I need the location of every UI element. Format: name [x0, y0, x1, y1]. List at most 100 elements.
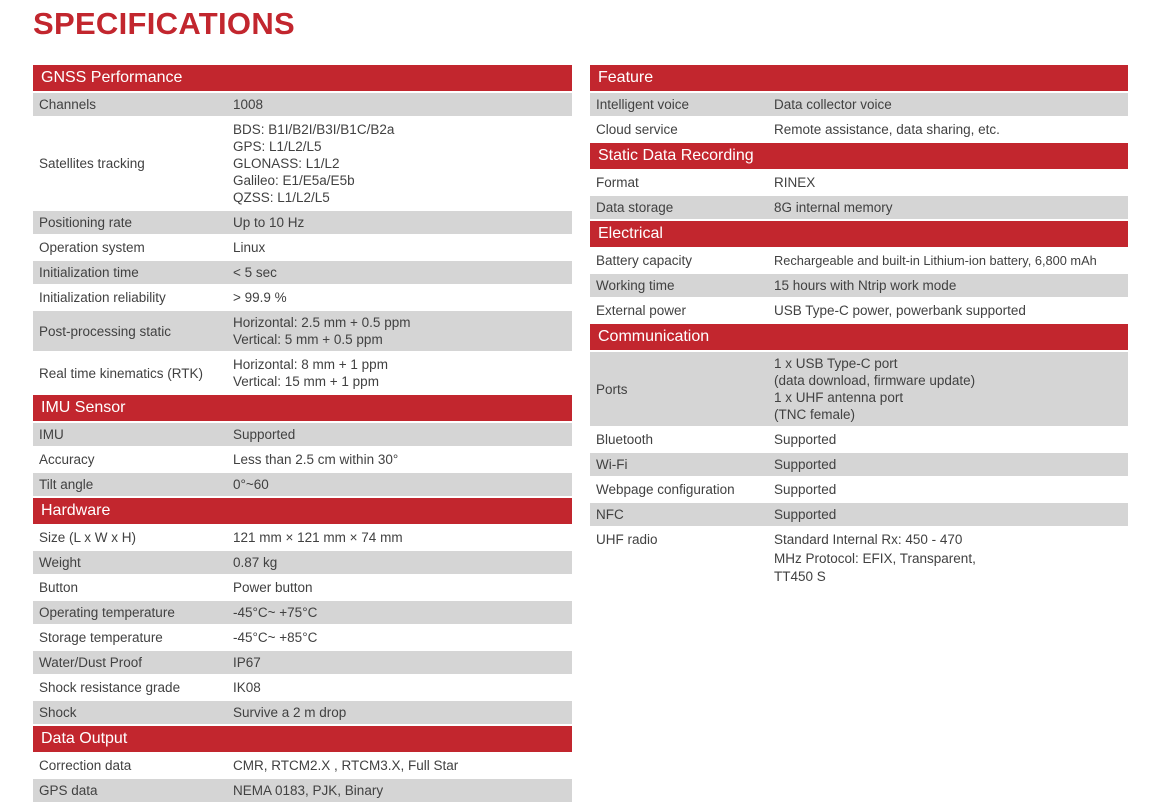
spec-label: Wi-Fi	[596, 457, 628, 472]
spec-value: Horizontal: 8 mm + 1 ppm Vertical: 15 mm…	[233, 357, 388, 389]
spec-value: IP67	[233, 655, 261, 670]
row-initialization-time: Initialization time < 5 sec	[33, 261, 572, 284]
spec-value: 0°~60	[233, 477, 269, 492]
spec-label: Channels	[39, 97, 97, 112]
spec-value: RINEX	[774, 175, 816, 190]
row-post-processing-static: Post-processing static Horizontal: 2.5 m…	[33, 311, 572, 351]
row-external-power: External power USB Type-C power, powerba…	[590, 299, 1128, 322]
row-gps-data: GPS data NEMA 0183, PJK, Binary	[33, 779, 572, 802]
spec-value: Data collector voice	[774, 97, 892, 112]
row-cloud-service: Cloud service Remote assistance, data sh…	[590, 118, 1128, 141]
row-button: Button Power button	[33, 576, 572, 599]
spec-value: Remote assistance, data sharing, etc.	[774, 122, 1000, 137]
spec-table-right: Feature Intelligent voice Data collector…	[590, 65, 1128, 804]
row-uhf-radio: UHF radio Standard Internal Rx: 450 - 47…	[590, 528, 1128, 590]
spec-value: Less than 2.5 cm within 30°	[233, 452, 399, 467]
row-storage-temperature: Storage temperature -45°C~ +85°C	[33, 626, 572, 649]
spec-label: Post-processing static	[39, 323, 172, 339]
spec-label: Operating temperature	[39, 605, 175, 620]
page-title: SPECIFICATIONS	[33, 6, 295, 41]
spec-value: Standard Internal Rx: 450 - 470 MHz Prot…	[774, 532, 976, 584]
spec-label: Cloud service	[596, 122, 678, 137]
spec-label: Shock	[39, 705, 77, 720]
spec-table-left: GNSS Performance Channels 1008 Satellite…	[33, 65, 572, 804]
spec-label: Operation system	[39, 240, 145, 255]
row-real-time-kinematics: Real time kinematics (RTK) Horizontal: 8…	[33, 353, 572, 393]
section-header-communication: Communication	[590, 324, 1128, 350]
spec-label: Initialization reliability	[39, 290, 166, 305]
row-water-dust-proof: Water/Dust Proof IP67	[33, 651, 572, 674]
spec-label: Initialization time	[39, 265, 139, 280]
spec-label: IMU	[39, 427, 64, 442]
spec-label: Tilt angle	[39, 477, 94, 492]
spec-value: Power button	[233, 580, 313, 595]
row-tilt-angle: Tilt angle 0°~60	[33, 473, 572, 496]
spec-value: 15 hours with Ntrip work mode	[774, 278, 957, 293]
section-header-hardware: Hardware	[33, 498, 572, 524]
row-wifi: Wi-Fi Supported	[590, 453, 1128, 476]
spec-value: Linux	[233, 240, 266, 255]
row-correction-data: Correction data CMR, RTCM2.X , RTCM3.X, …	[33, 754, 572, 777]
spec-value: 8G internal memory	[774, 200, 893, 215]
spec-value: NEMA 0183, PJK, Binary	[233, 783, 384, 798]
section-header-data-output: Data Output	[33, 726, 572, 752]
row-initialization-reliability: Initialization reliability > 99.9 %	[33, 286, 572, 309]
spec-value: < 5 sec	[233, 265, 277, 280]
spec-value: BDS: B1I/B2I/B3I/B1C/B2a GPS: L1/L2/L5 G…	[233, 122, 395, 205]
row-data-storage: Data storage 8G internal memory	[590, 196, 1128, 219]
row-imu: IMU Supported	[33, 423, 572, 446]
spec-value: Supported	[774, 457, 837, 472]
row-positioning-rate: Positioning rate Up to 10 Hz	[33, 211, 572, 234]
spec-value: Up to 10 Hz	[233, 215, 305, 230]
spec-label: Weight	[39, 555, 81, 570]
row-operation-system: Operation system Linux	[33, 236, 572, 259]
spec-label: Accuracy	[39, 452, 95, 467]
spec-value: IK08	[233, 680, 261, 695]
spec-label: Size (L x W x H)	[39, 530, 137, 545]
row-shock-resistance-grade: Shock resistance grade IK08	[33, 676, 572, 699]
spec-value: Horizontal: 2.5 mm + 0.5 ppm Vertical: 5…	[233, 315, 411, 347]
spec-label: UHF radio	[596, 532, 658, 547]
row-accuracy: Accuracy Less than 2.5 cm within 30°	[33, 448, 572, 471]
row-ports: Ports 1 x USB Type-C port (data download…	[590, 352, 1128, 426]
spec-value: Supported	[774, 482, 837, 497]
spec-value: CMR, RTCM2.X , RTCM3.X, Full Star	[233, 758, 459, 773]
section-header-imu-sensor: IMU Sensor	[33, 395, 572, 421]
spec-value: 121 mm × 121 mm × 74 mm	[233, 530, 403, 545]
row-shock: Shock Survive a 2 m drop	[33, 701, 572, 724]
row-bluetooth: Bluetooth Supported	[590, 428, 1128, 451]
row-webpage-configuration: Webpage configuration Supported	[590, 478, 1128, 501]
spec-value: Supported	[774, 507, 837, 522]
spec-label: Correction data	[39, 758, 132, 773]
row-weight: Weight 0.87 kg	[33, 551, 572, 574]
row-working-time: Working time 15 hours with Ntrip work mo…	[590, 274, 1128, 297]
spec-value: Supported	[233, 427, 296, 442]
spec-label: Positioning rate	[39, 215, 133, 230]
spec-label: Working time	[596, 278, 675, 293]
spec-label: Webpage configuration	[596, 482, 735, 497]
spec-tables: GNSS Performance Channels 1008 Satellite…	[33, 65, 1165, 804]
spec-label: Water/Dust Proof	[39, 655, 143, 670]
spec-label: Format	[596, 175, 639, 190]
spec-value: -45°C~ +85°C	[233, 630, 318, 645]
spec-value: > 99.9 %	[233, 290, 287, 305]
row-channels: Channels 1008	[33, 93, 572, 116]
spec-label: Ports	[596, 381, 628, 397]
section-header-gnss-performance: GNSS Performance	[33, 65, 572, 91]
spec-value: -45°C~ +75°C	[233, 605, 318, 620]
spec-label: Intelligent voice	[596, 97, 690, 112]
spec-label: Button	[39, 580, 79, 595]
spec-value: Survive a 2 m drop	[233, 705, 347, 720]
spec-label: Satellites tracking	[39, 156, 145, 171]
spec-label: Battery capacity	[596, 253, 693, 268]
spec-label: NFC	[596, 507, 624, 522]
row-size: Size (L x W x H) 121 mm × 121 mm × 74 mm	[33, 526, 572, 549]
section-header-feature: Feature	[590, 65, 1128, 91]
row-nfc: NFC Supported	[590, 503, 1128, 526]
spec-value: USB Type-C power, powerbank supported	[774, 303, 1026, 318]
spec-label: Real time kinematics (RTK)	[39, 365, 204, 381]
row-operating-temperature: Operating temperature -45°C~ +75°C	[33, 601, 572, 624]
row-format: Format RINEX	[590, 171, 1128, 194]
row-battery-capacity: Battery capacity Rechargeable and built-…	[590, 249, 1128, 272]
